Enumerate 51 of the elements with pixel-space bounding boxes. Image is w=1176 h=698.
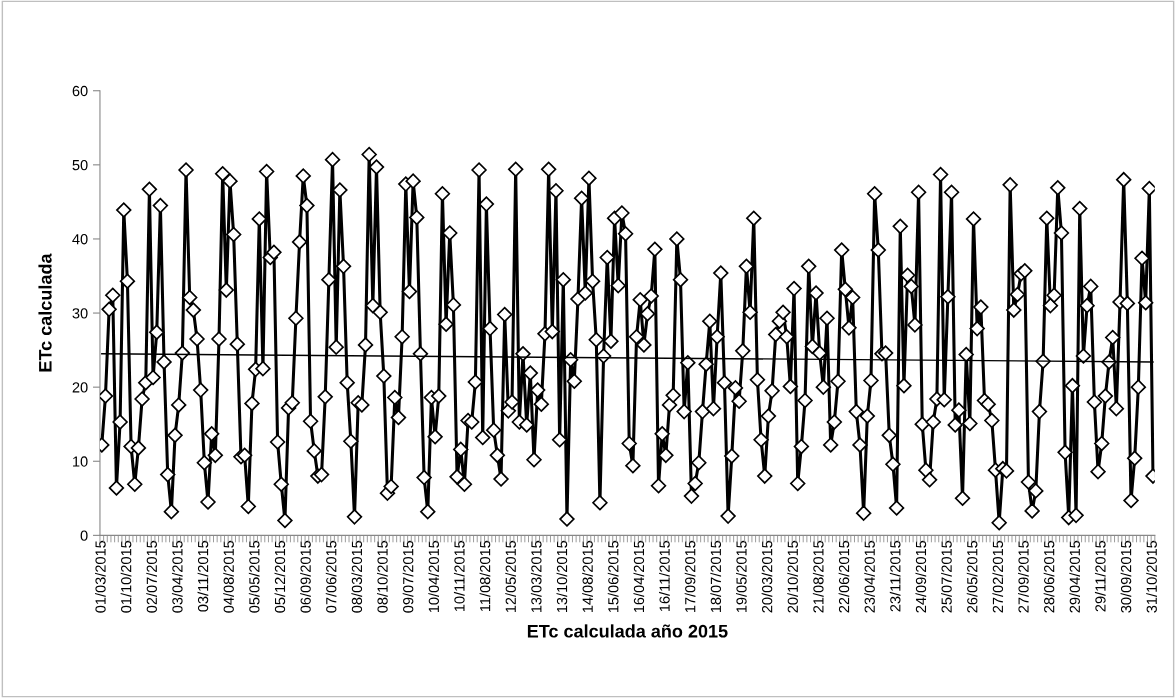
x-axis-title: ETc calculada año 2015 (527, 624, 728, 638)
x-tick-label: 13/03/2015 (530, 540, 542, 613)
x-tick-label: 16/04/2015 (633, 540, 645, 613)
y-axis-title: ETc calculada (38, 253, 52, 372)
x-tick-label: 04/08/2015 (223, 540, 234, 613)
x-tick-label: 23/04/2015 (864, 540, 875, 613)
x-tick-label: 06/09/2015 (300, 540, 311, 613)
x-tick-label: 01/10/2015 (120, 540, 132, 613)
x-tick-label: 15/06/2015 (607, 540, 619, 613)
x-tick-label: 01/03/2015 (94, 540, 106, 613)
x-tick-label: 29/11/2015 (1094, 540, 1106, 612)
x-tick-label: 20/10/2015 (787, 540, 798, 613)
x-tick-label: 27/02/2015 (992, 540, 1004, 613)
y-tick-label: 50 (72, 159, 88, 171)
x-tick-label: 08/03/2015 (351, 540, 363, 613)
x-tick-label: 24/09/2015 (915, 540, 927, 613)
x-tick-label: 13/10/2015 (556, 540, 568, 613)
y-tick-label: 10 (73, 456, 88, 467)
x-tick-label: 03/04/2015 (171, 540, 183, 613)
x-tick-label: 25/07/2015 (941, 540, 952, 613)
x-tick-label: 11/08/2015 (479, 540, 491, 612)
x-tick-label: 29/04/2015 (1069, 540, 1080, 613)
y-tick-label: 20 (72, 382, 88, 393)
x-tick-label: 22/06/2015 (838, 540, 850, 613)
x-tick-label: 09/07/2015 (402, 540, 414, 613)
y-tick-label: 0 (80, 530, 88, 541)
x-tick-label: 19/05/2015 (735, 540, 747, 613)
x-tick-label: 03/11/2015 (197, 540, 209, 612)
x-tick-label: 08/10/2015 (377, 540, 388, 613)
x-tick-label: 07/06/2015 (325, 540, 337, 613)
x-tick-label: 21/08/2015 (812, 540, 824, 613)
x-tick-label: 31/10/2015 (1146, 540, 1157, 613)
x-tick-label: 23/11/2015 (889, 540, 901, 612)
x-tick-label: 26/05/2015 (966, 540, 978, 613)
y-tick-label: 40 (72, 234, 88, 245)
x-tick-label: 10/11/2015 (453, 540, 465, 612)
x-tick-label: 05/05/2015 (248, 540, 260, 613)
y-tick-label: 30 (72, 308, 88, 319)
x-tick-label: 17/09/2015 (684, 540, 696, 613)
x-tick-label: 14/08/2015 (582, 540, 593, 613)
y-tick-label: 60 (72, 85, 88, 97)
x-tick-label: 27/09/2015 (1018, 540, 1029, 613)
x-tick-label: 16/11/2015 (659, 540, 670, 612)
x-tick-label: 28/06/2015 (1043, 540, 1055, 613)
x-tick-label: 20/03/2015 (761, 540, 773, 613)
x-tick-label: 05/12/2015 (274, 540, 286, 613)
x-tick-label: 12/05/2015 (505, 540, 516, 613)
x-tick-label: 10/04/2015 (428, 540, 440, 613)
x-tick-label: 02/07/2015 (146, 540, 157, 613)
x-tick-label: 18/07/2015 (710, 540, 722, 613)
x-tick-label: 30/09/2015 (1120, 540, 1132, 613)
